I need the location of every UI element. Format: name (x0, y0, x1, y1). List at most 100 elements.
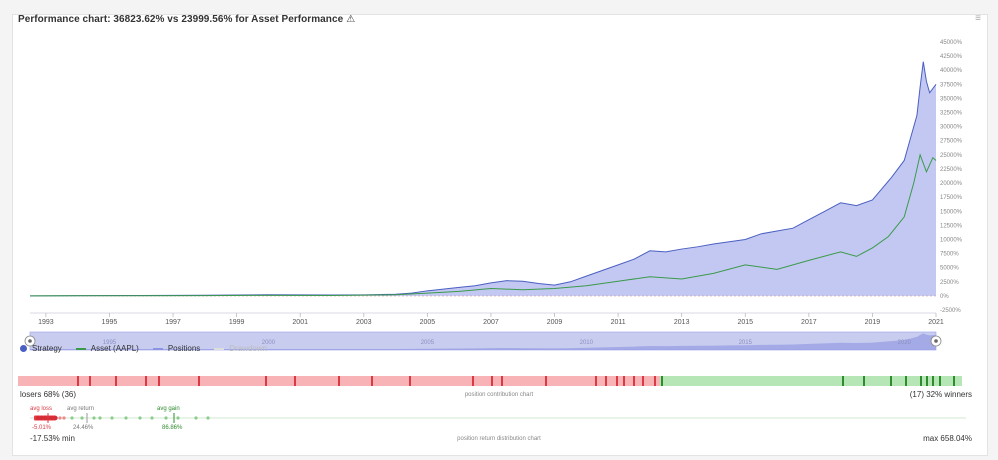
return-point (194, 416, 198, 420)
return-point (176, 416, 180, 420)
navigator-tick-label: 2005 (421, 340, 435, 346)
y-tick-label: 7500% (940, 252, 959, 258)
y-tick-label: 37500% (940, 82, 963, 88)
loser-position-mark (641, 376, 644, 386)
loss-point (39, 415, 44, 421)
legend-item-asset[interactable]: Asset (AAPL) (75, 344, 139, 353)
legend-line-icon (152, 347, 163, 350)
x-tick-label: 2003 (356, 319, 372, 326)
winners-label: (17) 32% winners (909, 390, 972, 399)
y-tick-label: 5000% (940, 266, 959, 272)
navigator-tick-label: 1995 (103, 340, 117, 346)
winner-position-mark (939, 376, 942, 386)
loser-position-mark (408, 376, 411, 386)
y-tick-label: 22500% (940, 167, 963, 173)
return-point (138, 416, 142, 420)
positions-area (30, 61, 936, 296)
navigator-handle-icon (934, 339, 938, 343)
legend-item-strategy[interactable]: Strategy (20, 344, 62, 353)
avg-gain-value: 86.86% (162, 425, 183, 431)
menu-icon[interactable]: ≡ (975, 13, 981, 24)
y-tick-label: 15000% (940, 209, 963, 215)
loser-position-mark (88, 376, 91, 386)
legend-label: Positions (167, 344, 201, 353)
loss-point (42, 415, 48, 421)
return-point (98, 416, 102, 420)
loser-position-mark (490, 376, 493, 386)
winner-position-mark (660, 376, 663, 386)
winner-position-mark (890, 376, 893, 386)
y-tick-label: 27500% (940, 139, 963, 145)
y-tick-label: 42500% (940, 54, 963, 60)
loser-position-mark (633, 376, 636, 386)
loser-position-mark (265, 376, 268, 386)
return-point (92, 416, 96, 420)
x-tick-label: 2019 (865, 319, 881, 326)
loser-position-mark (338, 376, 341, 386)
winner-position-mark (926, 376, 929, 386)
y-tick-label: 45000% (940, 40, 963, 46)
loser-position-mark (157, 376, 160, 386)
avg-return-value: 24.46% (73, 425, 94, 431)
legend-item-positions[interactable]: Positions (152, 344, 201, 353)
chart-title-text: Performance chart: 36823.62% vs 23999.56… (18, 14, 344, 25)
legend-label: Strategy (32, 344, 62, 353)
loser-position-mark (76, 376, 79, 386)
avg-loss-value: -5.01% (32, 425, 52, 431)
legend-label: Asset (AAPL) (90, 344, 139, 353)
y-tick-label: 10000% (940, 237, 963, 243)
chart-title: Performance chart: 36823.62% vs 23999.56… (18, 14, 355, 25)
winner-position-mark (842, 376, 845, 386)
return-point (58, 416, 62, 420)
x-tick-label: 1995 (102, 319, 118, 326)
y-tick-label: 35000% (940, 96, 963, 102)
y-tick-label: 12500% (940, 223, 963, 229)
x-tick-label: 2013 (674, 319, 690, 326)
winner-position-mark (862, 376, 865, 386)
x-tick-label: 1999 (229, 319, 245, 326)
loser-position-mark (654, 376, 657, 386)
x-tick-label: 2015 (737, 319, 753, 326)
loser-position-mark (605, 376, 608, 386)
navigator-area (30, 333, 936, 350)
y-tick-label: 20000% (940, 181, 963, 187)
chart-legend: Strategy Asset (AAPL) Positions Drawdown (20, 344, 267, 353)
y-tick-label: 32500% (940, 111, 963, 117)
y-tick-label: 2500% (940, 280, 959, 286)
x-tick-label: 2009 (547, 319, 563, 326)
distribution-caption: position return distribution chart (457, 436, 541, 442)
loser-position-mark (115, 376, 118, 386)
x-tick-label: 1993 (38, 319, 54, 326)
avg-gain-label: avg gain (157, 406, 180, 412)
x-tick-label: 2007 (483, 319, 499, 326)
return-point (80, 416, 84, 420)
return-point (164, 416, 168, 420)
loser-position-mark (198, 376, 201, 386)
y-tick-label: 40000% (940, 68, 963, 74)
min-return-label: -17.53% min (30, 434, 75, 443)
position-contribution-bar (18, 376, 962, 386)
legend-line-icon (214, 347, 225, 350)
return-point (206, 416, 210, 420)
loss-point (53, 415, 58, 421)
x-tick-label: 2005 (420, 319, 436, 326)
navigator-tick-label: 2015 (739, 340, 753, 346)
loss-point (35, 415, 41, 421)
x-tick-label: 2017 (801, 319, 817, 326)
loser-position-mark (145, 376, 148, 386)
legend-item-drawdown[interactable]: Drawdown (214, 344, 267, 353)
return-distribution-chart (30, 413, 966, 423)
winner-position-mark (952, 376, 955, 386)
avg-return-label: avg return (67, 406, 95, 412)
x-tick-label: 2011 (611, 319, 626, 326)
legend-label: Drawdown (229, 344, 268, 353)
warning-icon: ⚠ (346, 14, 356, 25)
navigator-tick-label: 2010 (580, 340, 594, 346)
loss-point (49, 415, 55, 421)
legend-line-icon (75, 347, 86, 350)
return-point (62, 416, 66, 420)
navigator-tick-label: 2000 (262, 340, 276, 346)
return-point (150, 416, 154, 420)
navigator-handle-icon (28, 339, 32, 343)
